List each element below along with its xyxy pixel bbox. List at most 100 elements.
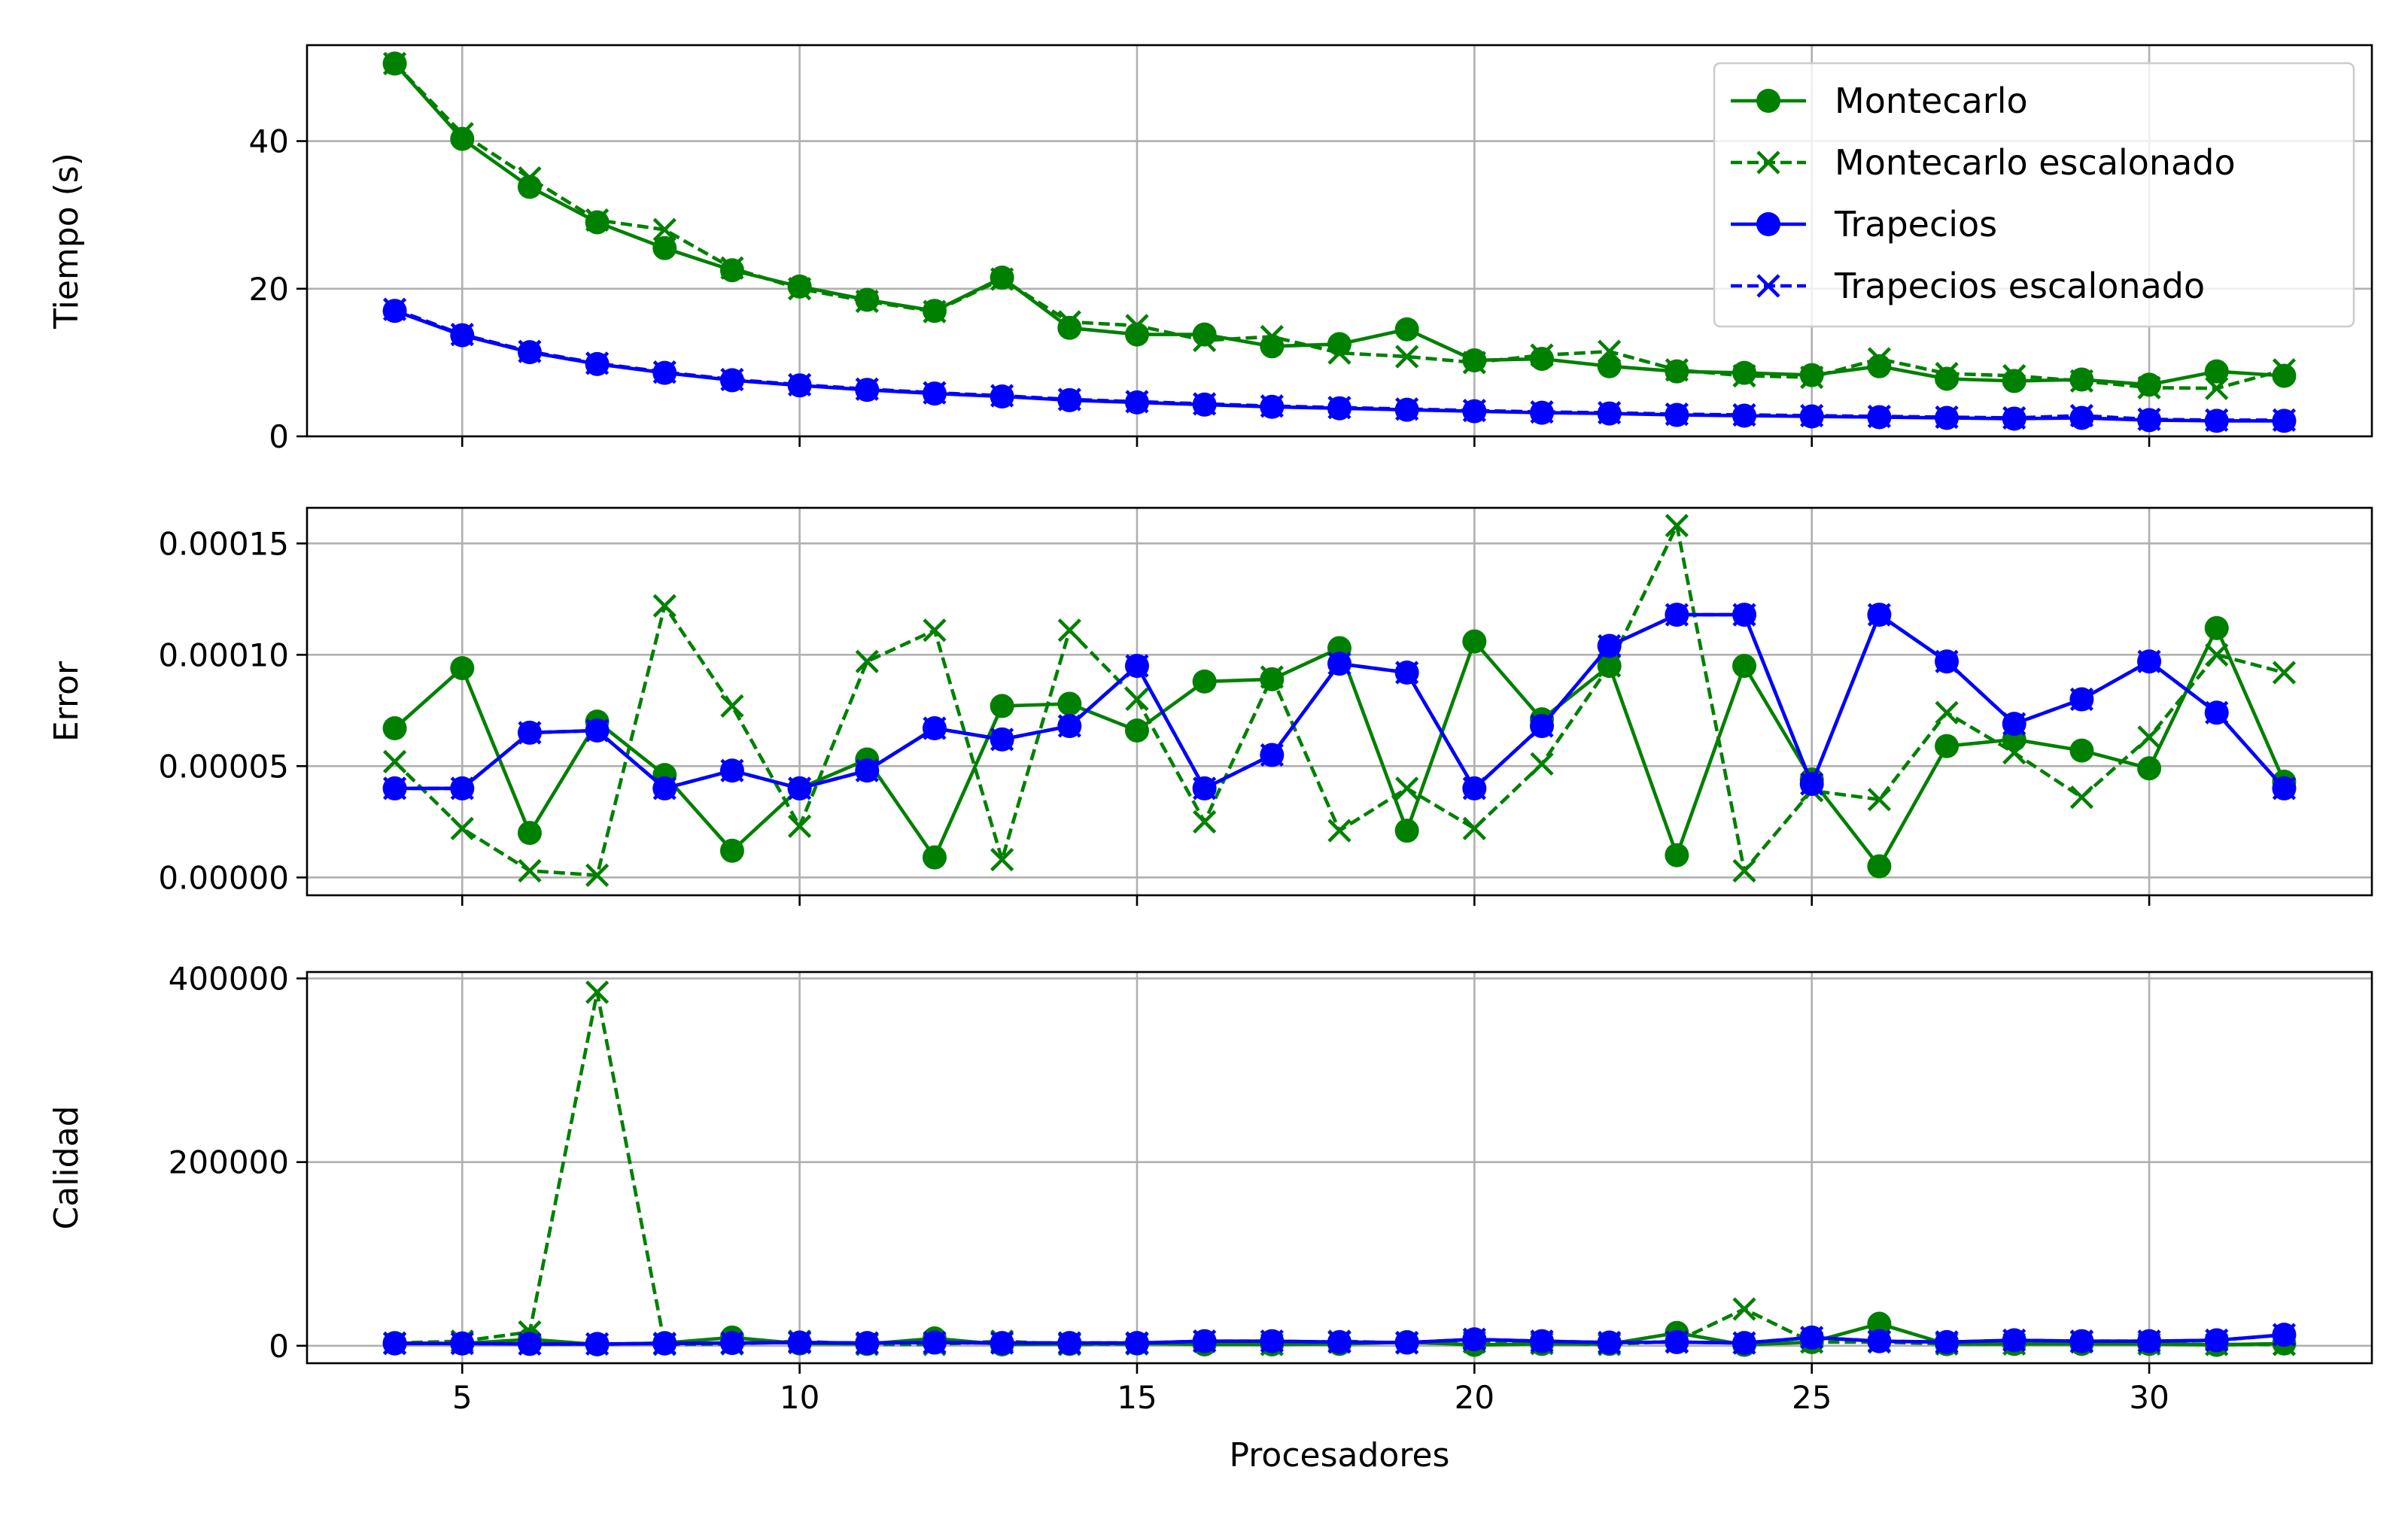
series-trapecios-escalonado-point: [382, 1332, 407, 1356]
x-tick-label: 30: [2129, 1379, 2169, 1416]
series-montecarlo-escalonado-point: [923, 618, 947, 642]
legend-marker: [1756, 274, 1780, 298]
legend-item: Trapecios: [1731, 204, 1997, 245]
series-trapecios-escalonado-point: [1395, 1330, 1419, 1355]
series-trapecios-escalonado-point: [1935, 649, 1959, 673]
series-trapecios-escalonado-point: [990, 1331, 1014, 1355]
series-trapecios-escalonado-point: [518, 1332, 542, 1356]
series-montecarlo-escalonado-point: [450, 122, 474, 146]
y-tick-label: 0.00010: [158, 636, 289, 673]
series-montecarlo-escalonado-point: [787, 277, 812, 301]
series-trapecios-escalonado-point: [2002, 1328, 2026, 1353]
series-montecarlo-point: [2069, 738, 2094, 763]
series-montecarlo-escalonado-point: [1125, 687, 1149, 712]
series-group: [382, 980, 2297, 1357]
series-montecarlo-escalonado-point: [1935, 361, 1959, 386]
series-montecarlo-escalonado-point: [652, 217, 676, 241]
series-trapecios-escalonado-point: [1732, 1331, 1756, 1355]
series-trapecios-escalonado-point: [787, 776, 812, 800]
series-trapecios-escalonado-point: [1800, 1326, 1824, 1350]
series-trapecios-escalonado-point: [1193, 392, 1217, 416]
series-montecarlo-escalonado-point: [2137, 725, 2161, 749]
series-montecarlo-point: [2204, 615, 2229, 640]
series-trapecios-escalonado-point: [2069, 403, 2094, 428]
series-montecarlo-escalonado-point: [2205, 376, 2229, 400]
series-montecarlo-escalonado-point: [1665, 358, 1689, 382]
series-trapecios-escalonado-point: [2272, 408, 2297, 433]
series-trapecios-escalonado-point: [855, 758, 879, 782]
series-montecarlo-escalonado-point: [1125, 314, 1149, 338]
series-montecarlo-escalonado-point: [585, 980, 610, 1004]
series-montecarlo-escalonado-point: [518, 858, 542, 883]
series-trapecios-escalonado-point: [1327, 652, 1351, 676]
legend-item: Trapecios escalonado: [1731, 266, 2205, 306]
series-montecarlo-point: [1394, 819, 1419, 843]
series-montecarlo-escalonado-point: [2272, 358, 2297, 382]
series-montecarlo-point: [1394, 317, 1419, 342]
series-trapecios-escalonado-point: [585, 351, 610, 375]
series-montecarlo-escalonado-point: [1462, 351, 1486, 375]
series-trapecios-escalonado-point: [2272, 776, 2297, 800]
series-trapecios-escalonado-point: [1800, 772, 1824, 796]
series-montecarlo-point: [652, 235, 677, 260]
series-montecarlo-escalonado-point: [1395, 345, 1419, 369]
plot-frame: [306, 971, 2373, 1365]
series-montecarlo-escalonado-point: [1598, 654, 1622, 678]
series-montecarlo-escalonado-point: [1598, 339, 1622, 363]
series-trapecios-escalonado-point: [1732, 603, 1756, 627]
series-montecarlo-point: [450, 126, 475, 151]
series-trapecios-escalonado-point: [1598, 633, 1622, 658]
series-trapecios-escalonado-point: [720, 1331, 744, 1355]
series-trapecios-escalonado-line: [394, 612, 2286, 791]
series-montecarlo-point: [517, 821, 542, 846]
series-trapecios-escalonado-point: [382, 297, 407, 321]
series-trapecios-escalonado-point: [923, 381, 947, 405]
series-montecarlo-point: [1732, 360, 1757, 385]
series-montecarlo-point: [1597, 354, 1622, 378]
legend-marker: [1756, 150, 1780, 175]
series-montecarlo-point: [990, 694, 1014, 718]
series-trapecios-escalonado-point: [1057, 714, 1081, 738]
series-trapecios-escalonado-point: [382, 776, 407, 800]
legend-label: Montecarlo escalonado: [1835, 142, 2236, 183]
series-montecarlo-escalonado-point: [1530, 752, 1554, 776]
series-montecarlo-escalonado-point: [720, 694, 744, 718]
series-montecarlo-escalonado-point: [2002, 740, 2026, 765]
series-trapecios-escalonado-point: [2069, 1329, 2094, 1353]
series-trapecios-escalonado-point: [1057, 1331, 1081, 1355]
legend-marker: [1756, 212, 1780, 236]
series-trapecios-escalonado-point: [1665, 603, 1689, 627]
x-tick-label: 10: [780, 1379, 819, 1416]
series-trapecios-escalonado-point: [2137, 649, 2161, 673]
series-montecarlo-escalonado-point: [1800, 365, 1824, 390]
series-trapecios-escalonado-point: [2272, 1323, 2297, 1347]
x-tick-label: 20: [1455, 1379, 1494, 1416]
series-trapecios-escalonado-point: [990, 384, 1014, 408]
series-montecarlo-escalonado-point: [2272, 661, 2297, 685]
series-montecarlo-point: [2137, 372, 2162, 397]
series-trapecios-escalonado-point: [2002, 406, 2026, 430]
series-montecarlo-escalonado-point: [1732, 858, 1756, 883]
series-montecarlo-point: [450, 656, 475, 681]
series-montecarlo-point: [2137, 756, 2162, 781]
series-montecarlo-escalonado-point: [1395, 776, 1419, 800]
series-trapecios-escalonado-point: [1057, 387, 1081, 412]
series-montecarlo-escalonado-point: [990, 848, 1014, 872]
series-montecarlo-escalonado-point: [2069, 369, 2094, 393]
series-montecarlo-point: [1732, 654, 1757, 679]
x-axis-label: Procesadores: [1230, 1436, 1450, 1475]
series-montecarlo-escalonado-point: [1867, 788, 1892, 812]
series-montecarlo-escalonado-point: [1732, 363, 1756, 388]
legend-frame: [1713, 62, 2355, 328]
series-montecarlo-point: [1124, 322, 1149, 347]
panel-quality: 5 10 15 20 25 30 0 200000 400000 Calidad Procesado…: [47, 961, 2373, 1475]
series-trapecios-escalonado-point: [720, 367, 744, 392]
legend-item: Montecarlo: [1731, 80, 2028, 121]
series-montecarlo-point: [2002, 369, 2026, 393]
series-trapecios-escalonado-point: [450, 776, 474, 800]
series-montecarlo-escalonado-point: [990, 267, 1014, 291]
y-axis-label: Calidad: [47, 1106, 86, 1230]
series-montecarlo-escalonado-point: [2002, 363, 2026, 388]
series-montecarlo-point: [1935, 734, 1960, 758]
series-montecarlo-point: [2204, 359, 2229, 384]
